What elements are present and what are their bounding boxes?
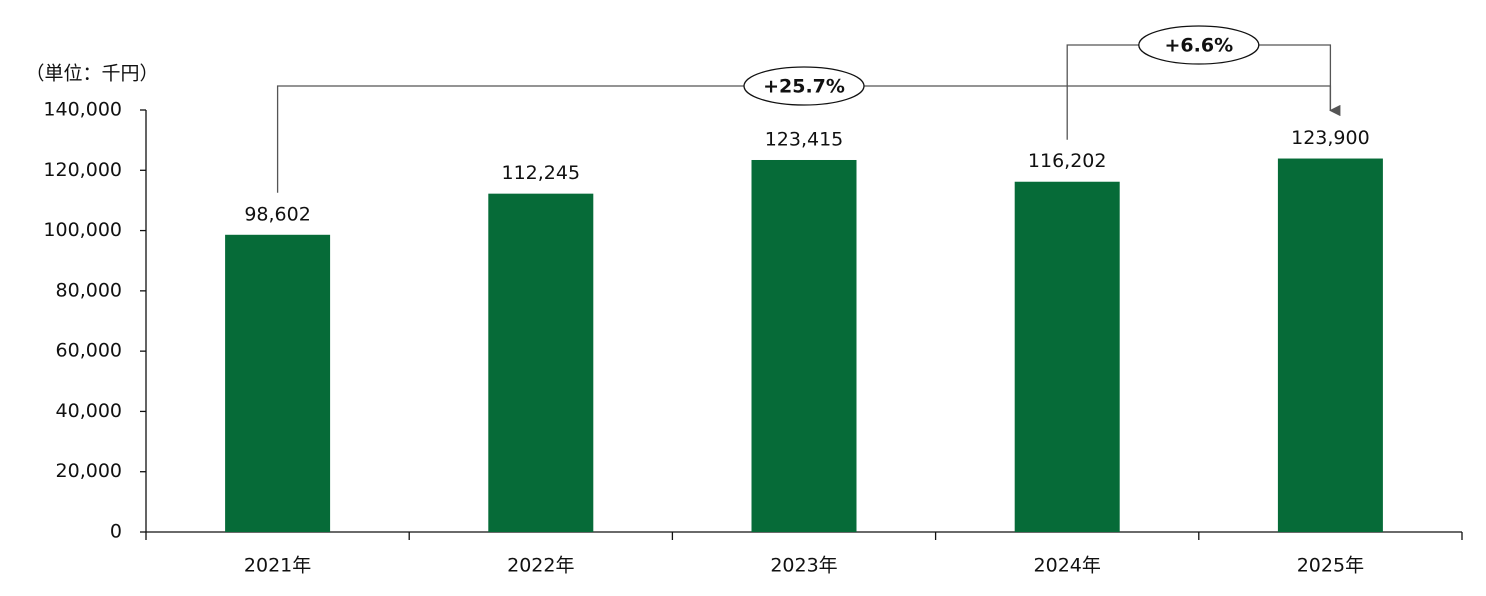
value-label: 98,602 xyxy=(244,203,310,225)
value-label: 116,202 xyxy=(1028,150,1107,172)
annotation-bubble xyxy=(1138,25,1260,65)
y-tick-label: 40,000 xyxy=(56,400,122,422)
x-tick-label: 2023年 xyxy=(770,555,837,577)
y-tick-label: 120,000 xyxy=(43,159,122,181)
y-tick-label: 20,000 xyxy=(56,460,122,482)
unit-label: （単位：千円） xyxy=(25,63,158,85)
y-tick-label: 0 xyxy=(110,521,122,543)
bar xyxy=(751,159,857,532)
annotation-label: +25.7% xyxy=(763,76,845,98)
x-tick-label: 2022年 xyxy=(507,555,574,577)
y-tick-label: 140,000 xyxy=(43,99,122,121)
bar xyxy=(488,193,594,532)
x-tick-label: 2021年 xyxy=(244,555,311,577)
y-tick-label: 60,000 xyxy=(56,340,122,362)
x-tick-label: 2025年 xyxy=(1297,555,1364,577)
annotation-label: +6.6% xyxy=(1164,35,1233,57)
value-label: 112,245 xyxy=(502,162,581,184)
y-tick-label: 80,000 xyxy=(56,279,122,301)
bar xyxy=(1014,181,1120,532)
annotation-bubble xyxy=(743,66,865,106)
value-label: 123,415 xyxy=(765,128,844,150)
bar xyxy=(1277,158,1383,532)
bar xyxy=(225,234,331,532)
x-tick-label: 2024年 xyxy=(1034,555,1101,577)
y-tick-label: 100,000 xyxy=(43,219,122,241)
value-label: 123,900 xyxy=(1291,127,1370,149)
